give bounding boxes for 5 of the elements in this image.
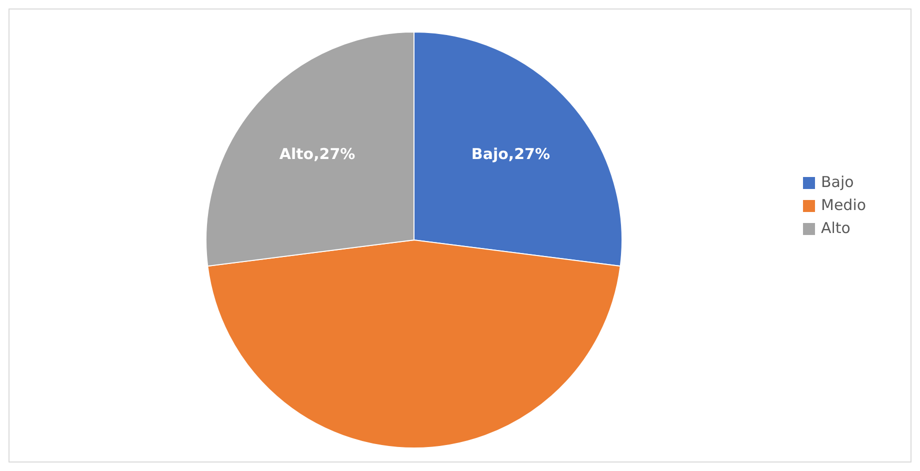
data-label: Bajo,27% [471, 144, 550, 163]
legend-label: Bajo [821, 173, 854, 192]
legend-label: Medio [821, 196, 866, 214]
data-label: Alto,27% [279, 144, 356, 163]
legend-label: Alto [821, 219, 850, 238]
